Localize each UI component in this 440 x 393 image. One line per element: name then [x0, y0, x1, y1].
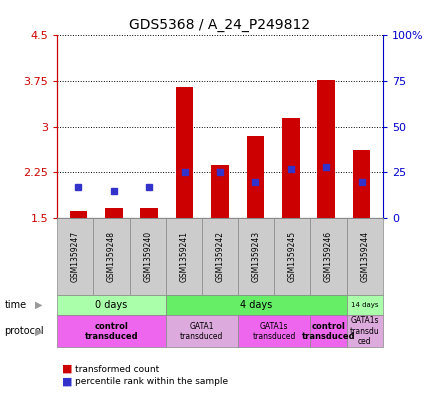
- Text: GSM1359247: GSM1359247: [71, 231, 80, 282]
- Text: GATA1s
transdu
ced: GATA1s transdu ced: [350, 316, 380, 346]
- Title: GDS5368 / A_24_P249812: GDS5368 / A_24_P249812: [129, 18, 311, 31]
- Text: time: time: [4, 300, 26, 310]
- Text: GSM1359245: GSM1359245: [288, 231, 297, 282]
- Text: GSM1359246: GSM1359246: [324, 231, 333, 282]
- Text: 14 days: 14 days: [351, 302, 378, 308]
- Text: GSM1359243: GSM1359243: [252, 231, 260, 282]
- Text: ▶: ▶: [35, 300, 43, 310]
- Text: protocol: protocol: [4, 326, 44, 336]
- Text: GSM1359240: GSM1359240: [143, 231, 152, 282]
- Text: ▶: ▶: [35, 326, 43, 336]
- Bar: [70, 211, 87, 218]
- Text: GATA1s
transduced: GATA1s transduced: [253, 321, 296, 341]
- Bar: [211, 165, 229, 218]
- Bar: [105, 208, 123, 218]
- Bar: [353, 150, 370, 218]
- Bar: [317, 81, 335, 218]
- Text: ■: ■: [62, 364, 72, 374]
- Bar: [140, 208, 158, 218]
- Bar: [246, 136, 264, 218]
- Text: GSM1359244: GSM1359244: [360, 231, 369, 282]
- Text: GSM1359242: GSM1359242: [216, 231, 224, 282]
- Text: GSM1359241: GSM1359241: [180, 231, 188, 282]
- Text: control
transduced: control transduced: [302, 321, 356, 341]
- Text: GATA1
transduced: GATA1 transduced: [180, 321, 224, 341]
- Text: control
transduced: control transduced: [84, 321, 138, 341]
- Text: percentile rank within the sample: percentile rank within the sample: [75, 378, 228, 386]
- Text: 4 days: 4 days: [240, 300, 272, 310]
- Text: transformed count: transformed count: [75, 365, 159, 373]
- Text: 0 days: 0 days: [95, 300, 128, 310]
- Bar: [176, 87, 194, 218]
- Bar: [282, 118, 300, 218]
- Text: ■: ■: [62, 377, 72, 387]
- Text: GSM1359248: GSM1359248: [107, 231, 116, 282]
